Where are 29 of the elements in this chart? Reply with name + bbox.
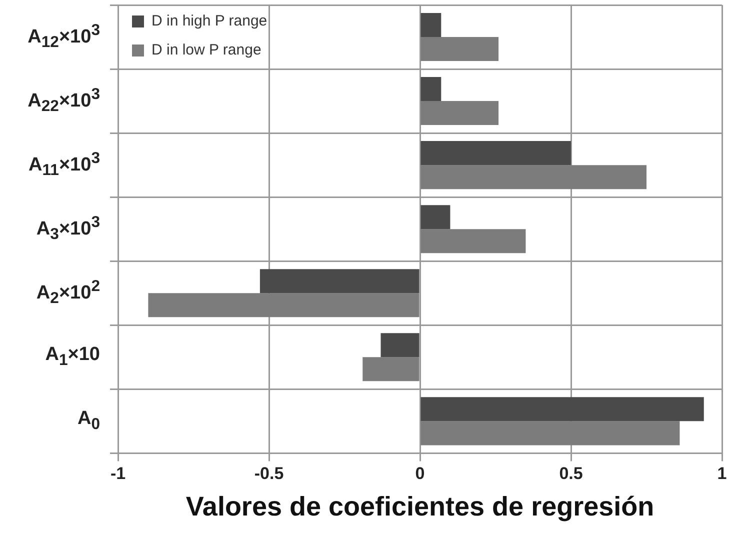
x-tick-label: -1 — [110, 464, 126, 484]
bar — [420, 165, 646, 190]
bar — [420, 421, 680, 446]
bar — [420, 77, 442, 102]
y-tick-label: A$_{12}$×10$^{3}$ — [26, 22, 100, 52]
bar — [260, 269, 420, 294]
x-tick-label: -0.5 — [254, 464, 284, 484]
bar — [420, 205, 450, 230]
bar — [148, 293, 420, 318]
bar — [420, 37, 499, 62]
bar — [420, 101, 499, 126]
y-tick-label: A$_{0}$ — [76, 408, 100, 434]
bar — [380, 333, 420, 358]
x-tick-label: 1 — [717, 464, 727, 484]
y-tick-label: A$_{22}$×10$^{3}$ — [26, 86, 100, 116]
y-tick-label: A$_{2}$×10$^{2}$ — [35, 278, 100, 308]
legend-label: D in high P range — [152, 12, 268, 30]
x-axis-title: Valores de coeficientes de regresión — [186, 491, 654, 522]
y-tick-label: A$_{1}$×10 — [44, 344, 100, 370]
bar — [362, 357, 420, 382]
bar — [420, 397, 704, 422]
bar — [420, 141, 571, 166]
legend-label: D in low P range — [152, 42, 262, 59]
bar — [420, 229, 526, 254]
x-tick-label: 0 — [415, 464, 425, 484]
y-tick-label: A$_{11}$×10$^{3}$ — [27, 150, 100, 180]
x-tick-label: 0.5 — [559, 464, 583, 484]
bar — [420, 13, 442, 38]
y-tick-label: A$_{3}$×10$^{3}$ — [35, 214, 100, 244]
